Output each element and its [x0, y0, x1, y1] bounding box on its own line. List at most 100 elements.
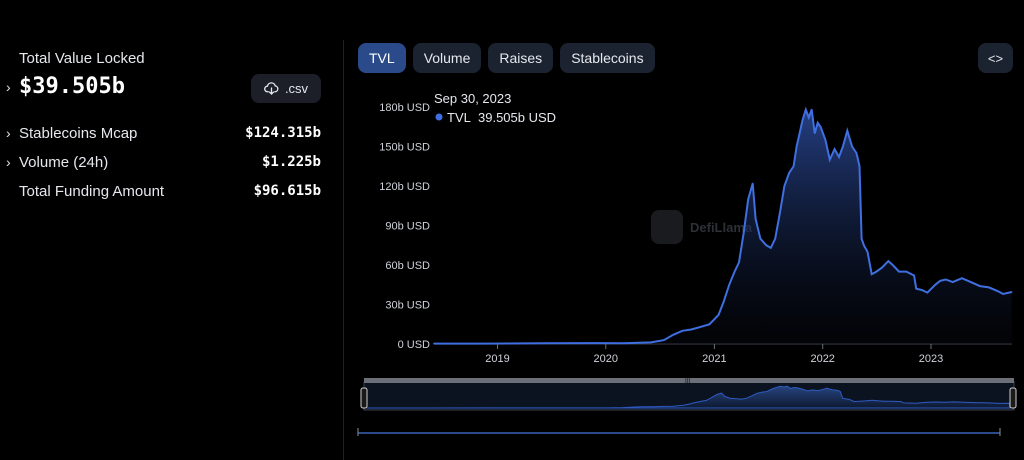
cloud-download-icon [264, 82, 279, 95]
tvl-data-point [751, 182, 754, 185]
tvl-summary[interactable]: › $39.505b [6, 74, 125, 99]
tooltip-series-dot [435, 113, 443, 121]
navigator-handle-right[interactable] [1009, 387, 1017, 409]
stat-value: $1.225b [261, 154, 321, 170]
tvl-data-point [765, 244, 768, 247]
tvl-data-point [1010, 291, 1013, 293]
chevron-right-icon[interactable]: › [6, 125, 11, 141]
stat-label: Volume (24h) [19, 153, 109, 171]
stat-value: $96.615b [253, 183, 321, 199]
navigator-grip-icon[interactable]: ||| [685, 378, 691, 385]
tvl-data-point [887, 260, 890, 262]
tvl-data-point [595, 342, 598, 344]
llama-logo-icon [651, 210, 683, 244]
chevron-right-icon[interactable]: › [6, 154, 11, 170]
x-tick-label: 2021 [702, 353, 726, 365]
tvl-data-point [988, 286, 990, 289]
tvl-data-point [860, 237, 863, 240]
tvl-data-point [792, 165, 795, 168]
tvl-data-point [808, 116, 810, 119]
y-tick-label: 180b USD [379, 102, 430, 114]
tvl-data-point [842, 145, 844, 148]
y-tick-label: 0 USD [398, 339, 430, 351]
tvl-data-point [979, 285, 981, 287]
tvl-data-point [788, 172, 790, 174]
range-navigator[interactable]: ||| [360, 378, 1017, 411]
tvl-data-point [622, 342, 625, 345]
tvl-data-point [915, 287, 917, 290]
stat-stablecoins-mcap[interactable]: › Stablecoins Mcap $124.315b [6, 123, 321, 143]
tvl-area [434, 109, 1012, 344]
tab-tvl[interactable]: TVL [358, 43, 406, 73]
tvl-data-point [747, 198, 749, 200]
tvl-data-point [774, 237, 776, 240]
tvl-data-point [951, 281, 954, 283]
tvl-data-point [722, 301, 725, 303]
navigator-handle-left[interactable] [360, 387, 368, 409]
tvl-data-point [801, 119, 804, 121]
tvl-data-point [708, 323, 711, 326]
tvl-data-point [891, 264, 894, 266]
tvl-data-point [690, 328, 693, 331]
stat-volume-24h[interactable]: › Volume (24h) $1.225b [6, 152, 321, 172]
tvl-data-point [934, 284, 936, 286]
tvl-data-point [921, 289, 923, 291]
x-tick-label: 2022 [810, 353, 834, 365]
tvl-data-point [738, 261, 740, 264]
tab-stablecoins[interactable]: Stablecoins [560, 43, 655, 73]
tvl-data-point [858, 165, 861, 168]
y-tick-label: 150b USD [379, 142, 430, 154]
tvl-data-point [838, 156, 840, 158]
tvl-data-point [728, 284, 730, 286]
navigator-area [367, 385, 1011, 409]
tvl-data-point [672, 334, 674, 336]
csv-label: .csv [284, 81, 309, 96]
tvl-data-point [699, 326, 702, 328]
tvl-data-point [813, 132, 816, 135]
tooltip-value: 39.505b USD [478, 110, 556, 125]
tvl-data-point [851, 145, 853, 148]
tvl-data-point [795, 145, 798, 148]
tvl-data-point [898, 270, 900, 273]
tab-volume[interactable]: Volume [412, 43, 482, 73]
code-brackets-icon: <> [987, 50, 1004, 66]
tvl-data-point [970, 281, 972, 283]
tvl-data-point [681, 330, 684, 332]
tvl-points [433, 108, 1013, 345]
tvl-data-point [663, 339, 665, 341]
tvl-data-point [779, 211, 781, 214]
tvl-data-point [961, 277, 963, 280]
tvl-data-point [863, 244, 865, 247]
tvl-line [434, 106, 1012, 345]
download-csv-button[interactable]: .csv [251, 74, 321, 103]
x-tick-label: 2023 [919, 353, 943, 365]
y-tick-label: 120b USD [379, 181, 430, 193]
tvl-data-point [829, 158, 831, 161]
tvl-data-point [926, 291, 929, 294]
tooltip-series: TVL [447, 110, 471, 125]
tvl-data-point [833, 148, 836, 150]
chart-tooltip: Sep 30, 2023 TVL 39.505b USD [434, 91, 556, 125]
tvl-data-point [770, 247, 772, 249]
x-tick-label: 2019 [485, 353, 509, 365]
x-axis: 2019 2020 2021 2022 2023 [485, 344, 943, 365]
tvl-data-point [881, 266, 883, 269]
tvl-data-point [945, 278, 947, 281]
tvl-data-point [819, 126, 822, 128]
tab-raises[interactable]: Raises [488, 43, 554, 73]
tvl-data-point [433, 342, 435, 345]
stats-panel: Total Value Locked › $39.505b .csv › Sta… [0, 0, 340, 460]
navigator-top-bar[interactable] [364, 378, 1014, 383]
stat-label: Total Funding Amount [19, 182, 165, 200]
tvl-data-point [798, 132, 801, 135]
tvl-data-point [855, 152, 858, 154]
embed-button[interactable]: <> [978, 43, 1013, 73]
tvl-data-point [810, 108, 813, 111]
tvl-data-point [824, 139, 827, 141]
tvl-data-point [816, 122, 819, 124]
bottom-scrollbar[interactable] [357, 428, 1001, 436]
chevron-right-icon[interactable]: › [6, 78, 11, 95]
tvl-data-point [759, 237, 762, 240]
tvl-value: $39.505b [19, 74, 125, 99]
